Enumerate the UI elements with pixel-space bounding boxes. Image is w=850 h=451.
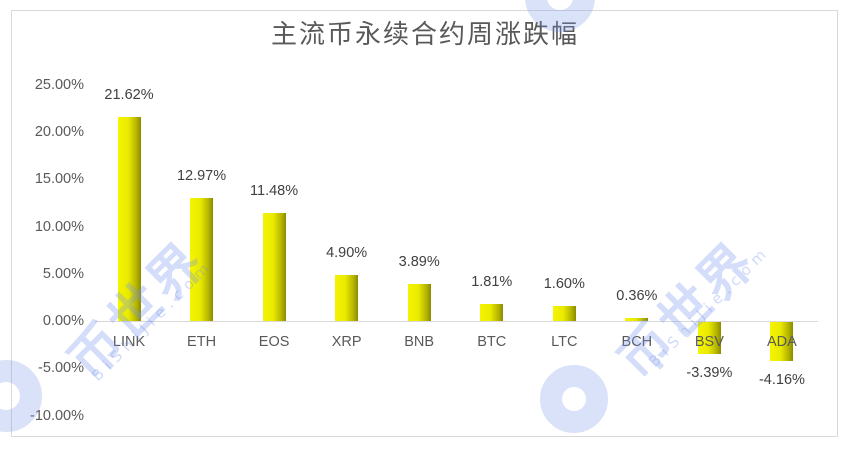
bar-ltc [552,305,576,321]
data-label: 12.97% [176,168,227,185]
x-tick-label: XRP [331,334,362,350]
x-tick-label: LTC [551,334,578,350]
data-label: 21.62% [104,86,154,103]
data-label: 4.90% [326,244,368,261]
y-tick-label: 15.00% [34,171,84,188]
bar-link [117,116,141,321]
bar-bnb [407,284,431,321]
data-label: -4.16% [758,372,805,389]
y-tick-label: 10.00% [34,218,84,235]
y-tick-label: -5.00% [38,360,84,377]
bar-xrp [335,274,359,321]
bar-bch [625,317,649,321]
bar-bsv [697,322,721,355]
y-tick-label: 0.00% [42,313,84,329]
x-tick-label: ETH [187,334,217,350]
bar-ada [770,322,794,362]
data-label: 1.60% [543,275,585,292]
x-tick-label: BNB [404,334,435,350]
x-tick-label: BTC [477,334,507,350]
x-tick-label: BSV [694,334,724,350]
bar-eth [190,198,214,321]
x-tick-label: ADA [767,334,797,350]
bar-btc [480,303,504,321]
data-label: 1.81% [471,273,513,290]
x-tick-label: EOS [258,334,290,350]
data-label: 11.48% [250,182,299,199]
y-tick-label: 20.00% [34,124,84,140]
data-label: -3.39% [686,365,733,382]
x-tick-label: BCH [621,334,653,350]
x-tick-label: LINK [112,334,146,350]
chart-frame [11,10,838,437]
y-tick-label: -10.00% [29,407,84,424]
data-label: 0.36% [616,287,658,304]
bar-eos [262,212,286,321]
y-tick-label: 5.00% [42,265,84,282]
x-axis-line [95,321,818,322]
chart-title: 主流币永续合约周涨跌幅 [270,20,579,50]
data-label: 3.89% [398,254,440,271]
y-tick-label: 25.00% [34,76,84,93]
